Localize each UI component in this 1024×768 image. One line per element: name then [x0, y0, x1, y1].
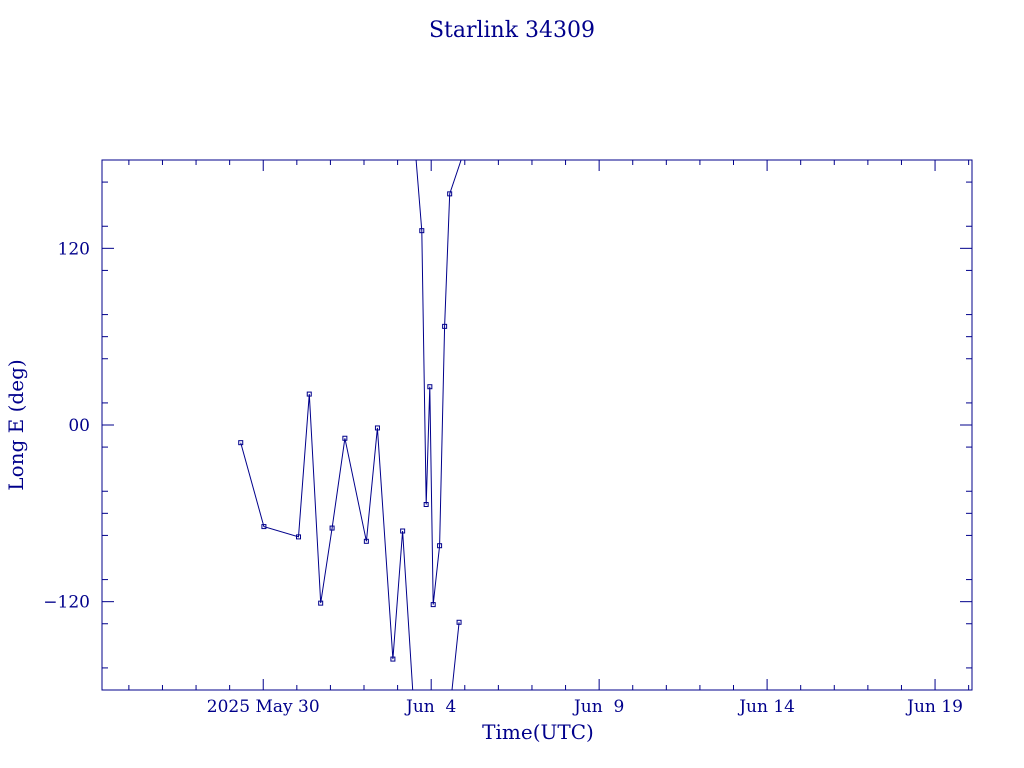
series-group [238, 159, 462, 691]
data-point [296, 534, 302, 540]
y-axis-title: Long E (deg) [4, 359, 28, 490]
series-line [415, 159, 462, 605]
data-point [419, 228, 425, 234]
y-axis-ticks: 120 00 −120 [43, 239, 972, 613]
data-point [342, 435, 348, 441]
data-point [306, 391, 312, 397]
data-point [238, 440, 244, 446]
x-tick-label: Jun 9 [572, 697, 624, 717]
data-point [390, 656, 396, 662]
data-point [423, 502, 429, 507]
minor-ticks [102, 160, 972, 690]
data-point [456, 619, 462, 625]
series-line [240, 394, 414, 691]
data-point [447, 191, 453, 197]
data-point [363, 538, 369, 544]
series-line [451, 622, 460, 691]
x-tick-label: 2025 May 30 [207, 697, 320, 717]
data-point [400, 528, 406, 534]
x-axis-title: Time(UTC) [482, 720, 594, 744]
y-tick-label: 120 [58, 239, 90, 259]
y-tick-label: −120 [43, 593, 90, 613]
x-tick-label: Jun 4 [404, 697, 456, 717]
data-point [329, 525, 335, 531]
x-tick-label: Jun 19 [905, 697, 963, 717]
x-tick-label: Jun 14 [737, 697, 795, 717]
y-tick-label: 00 [68, 416, 90, 436]
data-point [374, 425, 380, 431]
x-axis-ticks: 2025 May 30 Jun 4 Jun 9 Jun 14 Jun 19 [207, 160, 963, 717]
data-point [437, 543, 443, 549]
data-point [318, 600, 324, 606]
data-point [442, 323, 448, 329]
plot-frame [101, 159, 973, 691]
chart-title: Starlink 34309 [429, 18, 595, 43]
data-point [430, 602, 436, 608]
data-point [261, 524, 267, 530]
data-point [427, 384, 433, 390]
